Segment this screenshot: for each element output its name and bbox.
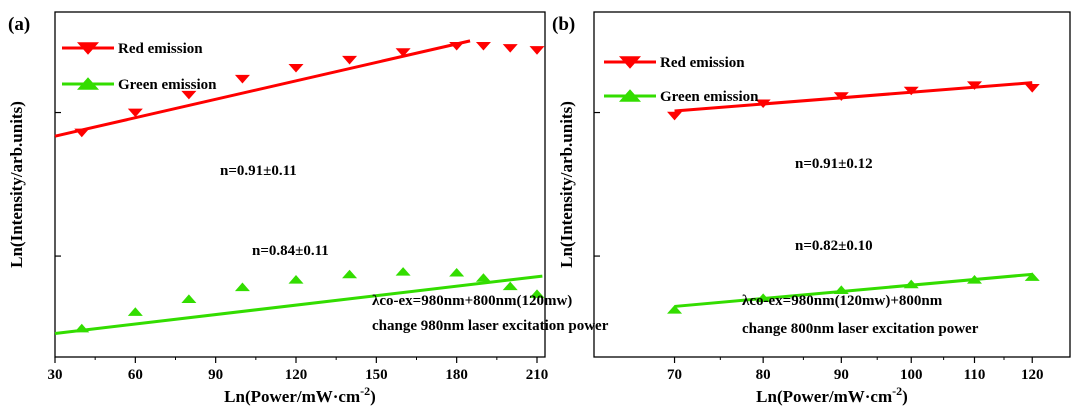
series-red: n=0.91±0.12 Red emission (604, 55, 1040, 172)
data-point (128, 307, 143, 316)
data-point (74, 324, 89, 333)
data-point (289, 275, 304, 284)
excitation-note: change 980nm laser excitation power (372, 318, 609, 334)
data-point (181, 294, 196, 303)
excitation-note: λco-ex=980nm+800nm(120mw) (372, 293, 572, 309)
x-tick-label: 120 (1021, 367, 1044, 383)
series-red: n=0.91±0.11 Red emission (55, 41, 545, 179)
data-point (449, 268, 464, 277)
fit-slope-annotation: n=0.84±0.11 (252, 243, 329, 259)
data-point (396, 267, 411, 276)
legend-label: Green emission (118, 77, 217, 93)
x-tick-label: 80 (756, 367, 771, 383)
data-point (503, 282, 518, 291)
excitation-note: λco-ex=980nm(120mw)+800nm (742, 293, 943, 309)
excitation-note: change 800nm laser excitation power (742, 321, 979, 337)
data-point (342, 270, 357, 279)
panel-b: 70 80 90 100 110 120 (b) Ln(Power/mW·cm-2) Ln(In… (552, 12, 1070, 406)
fit-slope-annotation: n=0.82±0.10 (795, 238, 873, 254)
data-point (1025, 84, 1040, 93)
y-axis-label: Ln(Intensity/arb.units) (557, 101, 576, 268)
data-point (235, 75, 250, 84)
x-tick-label: 120 (285, 367, 308, 383)
data-point (476, 42, 491, 51)
x-tick-label: 90 (834, 367, 849, 383)
data-point (667, 112, 682, 121)
legend-label: Red emission (118, 41, 203, 57)
x-tick-label: 90 (208, 367, 223, 383)
data-point (530, 46, 545, 55)
x-tick-label: 60 (128, 367, 143, 383)
x-tick-label: 70 (667, 367, 682, 383)
fit-slope-annotation: n=0.91±0.12 (795, 156, 873, 172)
data-point (476, 273, 491, 282)
x-tick-label: 100 (900, 367, 923, 383)
panel-label: (b) (552, 14, 575, 35)
fit-slope-annotation: n=0.91±0.11 (220, 163, 297, 179)
data-point (235, 283, 250, 292)
x-tick-label: 180 (445, 367, 468, 383)
series-green: n=0.82±0.10 Green emission (604, 89, 1040, 314)
x-tick-label: 30 (48, 367, 63, 383)
data-point (342, 56, 357, 65)
panel-label: (a) (8, 14, 30, 35)
x-tick-label: 150 (365, 367, 388, 383)
data-point (503, 44, 518, 53)
legend-label: Green emission (660, 89, 759, 105)
x-axis-label: Ln(Power/mW·cm-2) (756, 384, 908, 406)
panel-a: 30 60 90 120 150 180 210 (a) Ln(Power/mW·cm-2) Ln… (7, 12, 609, 406)
x-axis-label: Ln(Power/mW·cm-2) (224, 384, 376, 406)
y-axis-label: Ln(Intensity/arb.units) (7, 101, 26, 268)
data-point (74, 129, 89, 138)
x-tick-label: 210 (526, 367, 549, 383)
legend-label: Red emission (660, 55, 745, 71)
x-tick-label: 110 (964, 367, 986, 383)
data-point (289, 64, 304, 73)
